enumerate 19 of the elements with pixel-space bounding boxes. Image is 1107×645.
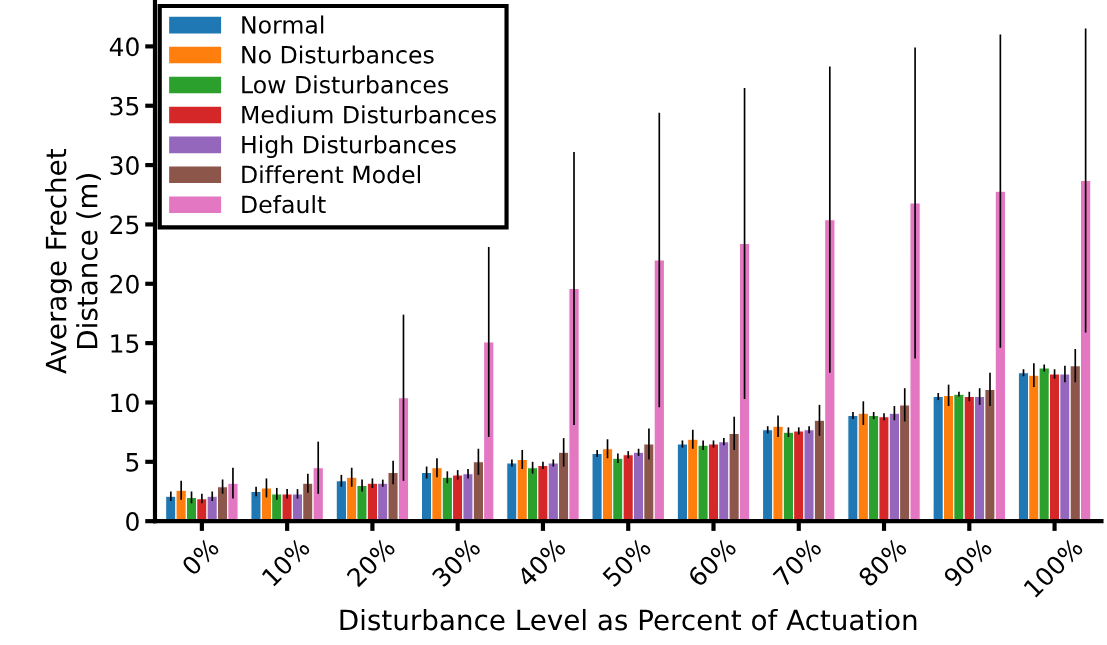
y-tick-label: 0 [126, 512, 139, 532]
y-tick-label: 5 [126, 453, 139, 472]
legend-label: Normal [242, 15, 324, 34]
legend-label: Different Model [242, 165, 420, 184]
y-tick-label: 30 [110, 156, 139, 175]
y-tick-label: 15 [111, 334, 139, 353]
x-axis-title: Disturbance Level as Percent of Actuation [340, 608, 917, 631]
y-axis-title: Average Frechet Distance (m) [45, 149, 101, 374]
legend-label: High Disturbances [242, 135, 456, 159]
y-tick-label: 20 [110, 274, 139, 294]
y-tick-label: 10 [111, 393, 139, 413]
y-tick-label: 40 [109, 37, 139, 57]
y-tick-label: 35 [110, 96, 139, 116]
x-tick-label: 0% [180, 537, 221, 577]
y-tick-label: 25 [110, 215, 139, 235]
legend-label: Default [242, 195, 326, 214]
legend-label: No Disturbances [242, 45, 434, 64]
legend-label: Medium Disturbances [242, 105, 496, 124]
legend-label: Low Disturbances [242, 75, 449, 94]
